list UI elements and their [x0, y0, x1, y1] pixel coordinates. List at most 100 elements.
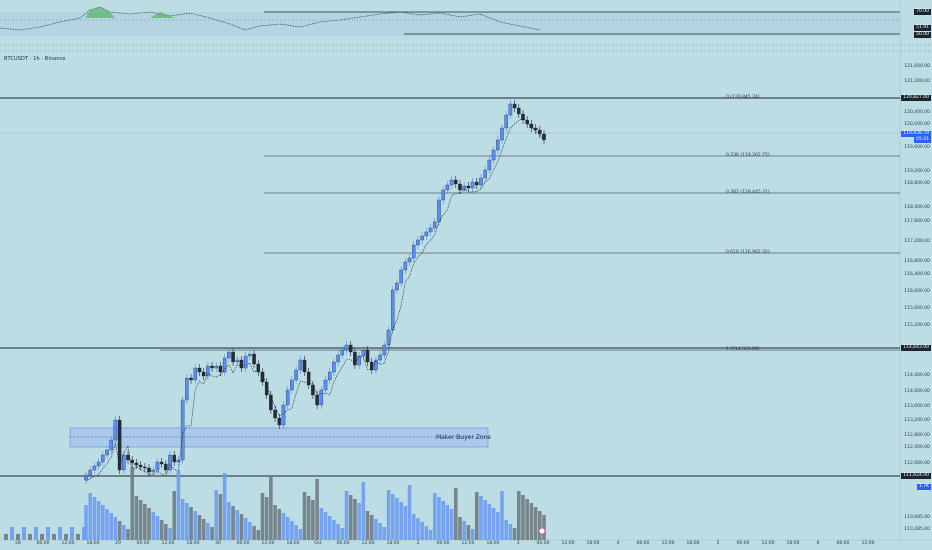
candle — [491, 149, 496, 161]
volume-bar — [227, 502, 231, 540]
candle — [260, 371, 265, 383]
time-tick-label: 6 — [816, 541, 820, 546]
candle — [197, 367, 202, 373]
candle — [340, 349, 345, 356]
candle — [248, 353, 252, 357]
fib-0618-label: 0.618 (116,962.32) — [726, 250, 770, 255]
volume-bar — [378, 523, 382, 540]
volume-bar — [101, 505, 105, 540]
volume-bar — [311, 500, 315, 540]
volume-bar — [109, 513, 114, 540]
candle — [344, 344, 349, 351]
candle — [130, 459, 134, 464]
volume-bar — [76, 534, 80, 540]
volume-bar — [508, 524, 513, 540]
candle — [143, 466, 147, 469]
volume-bar — [407, 485, 412, 540]
candle — [487, 159, 492, 171]
time-tick-label: 12:00 — [861, 541, 875, 546]
candle — [386, 329, 391, 346]
volume-bar — [10, 527, 14, 540]
volume-bar — [46, 527, 50, 540]
volume-bar — [357, 503, 361, 540]
volume-bar — [168, 528, 172, 540]
maker-buyer-zone-label: Maker Buyer Zone — [436, 434, 491, 441]
candle — [538, 129, 542, 135]
volume-bar — [399, 502, 403, 540]
candle — [185, 377, 189, 401]
candle — [512, 103, 517, 109]
volume-bar — [521, 495, 525, 540]
volume-bar — [185, 503, 189, 540]
volume-bar — [159, 520, 164, 540]
time-tick-label: 12:00 — [161, 541, 175, 546]
candle — [441, 189, 445, 201]
fib-1-label: 1 (114,561.89) — [726, 347, 760, 352]
volume-bar — [231, 506, 235, 540]
fib-0-label: 0 (120,845.74) — [726, 95, 760, 100]
volume-bar — [332, 520, 336, 540]
candle — [201, 371, 206, 377]
time-tick-label: 4 — [616, 541, 620, 546]
volume-bar — [340, 528, 345, 540]
candle — [433, 221, 437, 229]
volume-bar — [222, 473, 227, 540]
volume-bar — [512, 528, 517, 540]
volume-bar — [424, 526, 429, 540]
volume-bar — [323, 512, 328, 540]
price-tick-label: 114,400.00 — [904, 373, 930, 378]
price-tick-label: 117,200.00 — [904, 239, 930, 244]
candle — [227, 351, 231, 359]
volume-bar — [130, 467, 135, 540]
price-tick-label: 110,685.00 — [904, 515, 930, 520]
candle — [222, 357, 227, 373]
rsi-overbought-fill — [150, 12, 175, 18]
candle — [361, 349, 366, 357]
candle — [353, 351, 357, 366]
candle — [277, 417, 282, 426]
volume-bar — [105, 509, 109, 540]
volume-bar — [122, 525, 126, 540]
price-tick-label: 112,000.00 — [904, 461, 930, 466]
volume-bar — [542, 515, 546, 540]
volume-bar — [432, 493, 437, 540]
volume-bar — [470, 529, 475, 540]
volume-bar — [420, 522, 424, 540]
candle — [302, 359, 307, 373]
price-tick-label: 121,600.00 — [904, 64, 930, 69]
volume-bar — [516, 491, 521, 540]
volume-bar — [126, 529, 130, 540]
volume-bar — [445, 505, 450, 540]
volume-bar — [361, 482, 366, 540]
time-tick-label: 18:00 — [686, 541, 700, 546]
time-tick-label: 18:00 — [586, 541, 600, 546]
volume-bar — [466, 525, 471, 540]
price-tick-label: 113,200.00 — [904, 418, 930, 423]
price-tick-label: 116,400.00 — [904, 272, 930, 277]
volume-bar — [193, 511, 198, 540]
volume-bar — [416, 518, 420, 540]
volume-bar — [437, 497, 441, 540]
candle — [269, 394, 273, 411]
rsi-overbought-fill — [85, 7, 115, 18]
candle — [428, 227, 433, 233]
candle — [256, 363, 261, 373]
candle — [496, 139, 500, 151]
time-tick-label: 12:00 — [661, 541, 675, 546]
volume-bar — [210, 527, 214, 540]
time-tick-label: 12:00 — [561, 541, 575, 546]
volume-bar — [453, 488, 458, 540]
candle — [218, 365, 223, 373]
price-tick-label: 120,400.00 — [904, 110, 930, 115]
candle — [479, 177, 483, 186]
candle — [151, 469, 155, 473]
candle — [134, 462, 139, 466]
time-tick-label: 06:00 — [836, 541, 850, 546]
volume-bar — [525, 499, 529, 540]
candle — [416, 239, 420, 246]
candle — [357, 355, 361, 366]
volume-bar — [537, 511, 542, 540]
fib-0382-label: 0.382 (118,445.31) — [726, 190, 770, 195]
volume-bar — [96, 501, 101, 540]
